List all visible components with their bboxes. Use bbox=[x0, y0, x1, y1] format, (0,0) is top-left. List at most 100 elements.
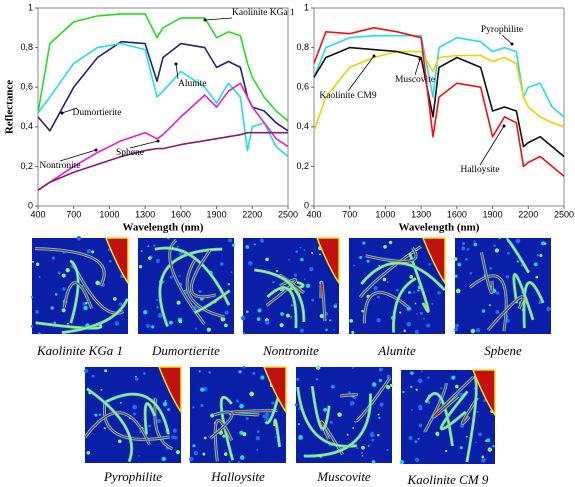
map-speck bbox=[359, 255, 363, 259]
map-speck bbox=[353, 264, 355, 267]
map-speck bbox=[455, 384, 459, 389]
map-speck bbox=[61, 273, 66, 278]
map-speck bbox=[453, 257, 458, 261]
map-speck bbox=[285, 313, 290, 318]
map-speck bbox=[260, 375, 265, 380]
map-speck bbox=[466, 247, 470, 251]
x-tick-label: 400 bbox=[30, 209, 45, 219]
map-speck bbox=[402, 390, 405, 394]
map-speck bbox=[319, 314, 324, 319]
map-speck bbox=[454, 327, 458, 332]
map-speck bbox=[155, 258, 160, 263]
map-speck bbox=[32, 260, 34, 263]
map-speck bbox=[481, 457, 486, 463]
map-speck bbox=[242, 365, 246, 369]
map-speck bbox=[91, 250, 95, 254]
map-speck bbox=[488, 304, 491, 307]
map-speck bbox=[492, 445, 495, 448]
spectrum-line bbox=[313, 27, 565, 177]
map-speck bbox=[260, 238, 264, 242]
map-speck bbox=[362, 241, 366, 245]
map-speck bbox=[245, 416, 249, 420]
map-speck bbox=[95, 280, 100, 286]
map-speck bbox=[293, 273, 297, 277]
abundance-map bbox=[453, 237, 551, 334]
map-speck bbox=[85, 301, 88, 305]
map-streak-core bbox=[86, 388, 133, 462]
y-tick-label: 0,6 bbox=[296, 82, 309, 92]
map-speck bbox=[428, 263, 431, 266]
map-speck bbox=[371, 382, 377, 387]
map-speck bbox=[495, 309, 500, 314]
map-speck bbox=[156, 298, 159, 301]
map-speck bbox=[203, 436, 207, 440]
map-streak-core bbox=[469, 275, 507, 332]
map-speck bbox=[541, 241, 546, 246]
y-tick-label: 0,6 bbox=[20, 82, 33, 92]
map-speck bbox=[50, 306, 54, 310]
map-speck bbox=[298, 435, 303, 440]
map-speck bbox=[410, 371, 414, 375]
x-tick-label: 700 bbox=[342, 209, 357, 219]
map-speck bbox=[86, 248, 92, 254]
map-streak-core bbox=[392, 277, 417, 333]
abundance-map bbox=[138, 237, 235, 334]
map-speck bbox=[332, 384, 336, 388]
map-speck bbox=[399, 459, 405, 465]
map-streak-core bbox=[461, 397, 479, 425]
map-speck bbox=[454, 274, 458, 278]
map-streak-core bbox=[186, 259, 225, 318]
map-speck bbox=[228, 238, 233, 243]
map-speck bbox=[299, 328, 304, 333]
map-speck bbox=[376, 317, 381, 323]
map-speck bbox=[239, 455, 245, 460]
y-tick-label: 0,8 bbox=[296, 42, 309, 52]
map-speck bbox=[189, 456, 194, 462]
map-speck bbox=[403, 329, 406, 333]
map-streak-core bbox=[267, 287, 297, 329]
map-speck bbox=[257, 308, 262, 313]
plot-frame bbox=[313, 7, 565, 207]
map-speck bbox=[223, 452, 228, 456]
map-speck bbox=[473, 240, 476, 243]
arrow-head bbox=[502, 124, 506, 128]
y-tick-label: 0 bbox=[28, 200, 33, 210]
arrow-head bbox=[510, 42, 514, 46]
map-speck bbox=[410, 385, 413, 389]
map-speck bbox=[118, 302, 123, 306]
map-speck bbox=[271, 401, 275, 405]
y-axis-label: Reflectance bbox=[4, 80, 16, 134]
map-speck bbox=[507, 251, 511, 255]
map-speck bbox=[351, 330, 355, 334]
arrow-head bbox=[94, 148, 98, 152]
map-speck bbox=[157, 313, 163, 318]
map-speck bbox=[485, 439, 488, 442]
map-speck bbox=[348, 391, 351, 394]
y-tick-label: 0,4 bbox=[296, 121, 309, 131]
map-speck bbox=[414, 457, 420, 463]
map-speck bbox=[475, 327, 481, 333]
map-speck bbox=[161, 456, 166, 462]
map-streak-core bbox=[144, 402, 156, 435]
map-speck bbox=[148, 424, 152, 428]
map-blob bbox=[262, 366, 287, 415]
map-speck bbox=[114, 321, 120, 326]
map-speck bbox=[469, 271, 473, 275]
map-speck bbox=[295, 250, 299, 253]
map-streak-core bbox=[103, 402, 170, 440]
map-speck bbox=[417, 378, 423, 384]
map-speck bbox=[361, 454, 364, 457]
x-tick-label: 1000 bbox=[99, 209, 119, 219]
map-speck bbox=[76, 236, 82, 241]
map-caption: Halloysite bbox=[210, 469, 265, 484]
map-speck bbox=[288, 258, 291, 261]
series-label: Alunite bbox=[178, 79, 207, 89]
map-speck bbox=[352, 367, 355, 370]
map-speck bbox=[139, 430, 142, 434]
map-speck bbox=[416, 313, 418, 315]
label-arrow bbox=[501, 34, 513, 45]
map-speck bbox=[138, 455, 140, 457]
map-speck bbox=[426, 323, 431, 328]
map-speck bbox=[413, 291, 416, 294]
